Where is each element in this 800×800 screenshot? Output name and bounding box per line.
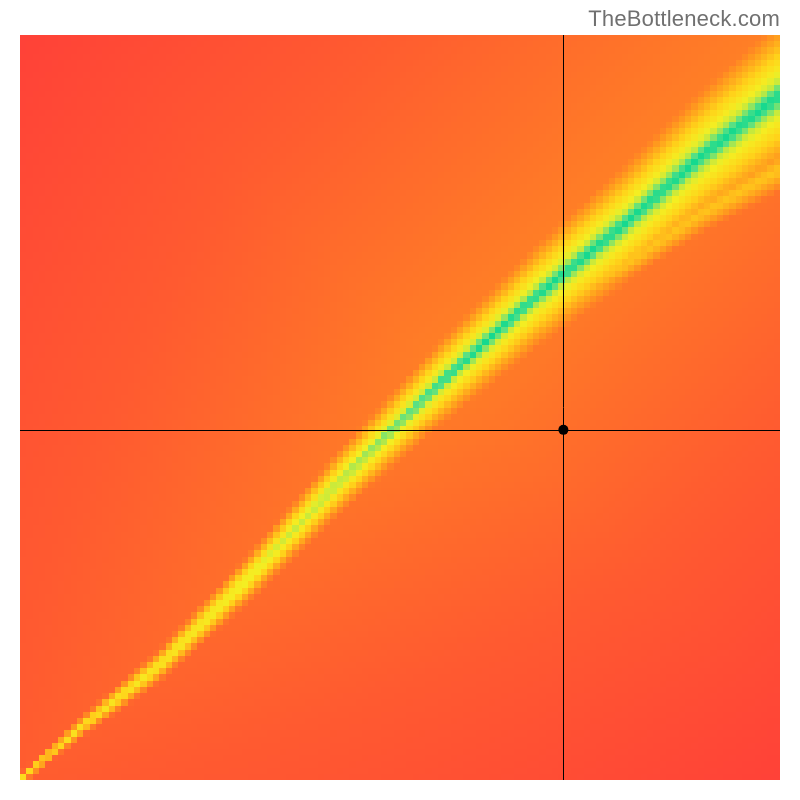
heatmap-canvas bbox=[20, 35, 780, 780]
chart-container: TheBottleneck.com bbox=[0, 0, 800, 800]
heatmap-chart bbox=[20, 35, 780, 780]
watermark-text: TheBottleneck.com bbox=[588, 6, 780, 32]
